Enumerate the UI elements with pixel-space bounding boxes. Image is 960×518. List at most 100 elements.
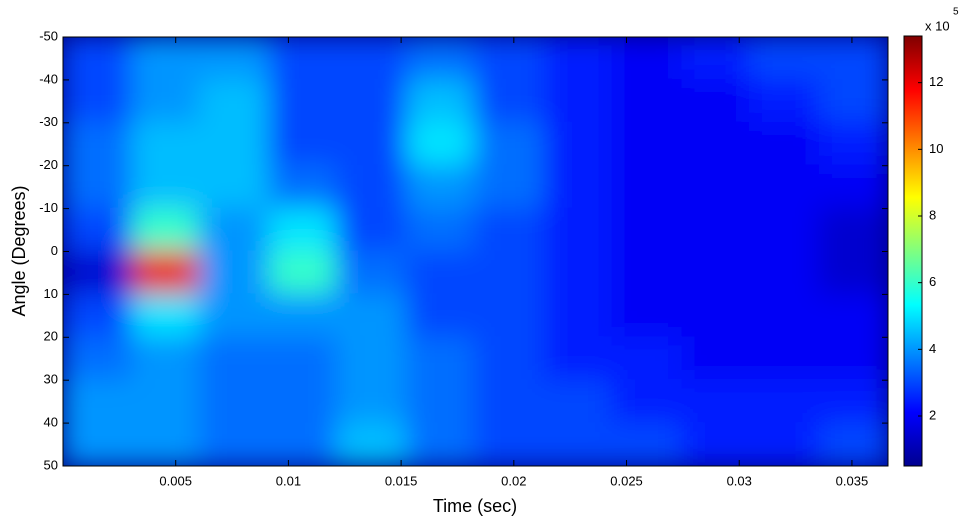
heatmap-cell (611, 422, 682, 467)
heatmap-cell (269, 293, 340, 338)
x-axis-label: Time (sec) (433, 496, 517, 516)
heatmap-cell (199, 293, 270, 338)
colorbar-tick-label: 4 (929, 341, 936, 356)
heatmap-cell (611, 122, 682, 167)
y-tick-label: 20 (44, 329, 58, 344)
heatmap-cell (611, 165, 682, 210)
heatmap-cell (199, 79, 270, 124)
heatmap-cell (819, 379, 890, 424)
heatmap-cell (269, 165, 340, 210)
heatmap-cell (819, 165, 890, 210)
heatmap-cell (681, 422, 752, 467)
heatmap-cell (749, 208, 820, 253)
heatmap-cell (336, 336, 407, 381)
heatmap-cell (199, 336, 270, 381)
heatmap-cell (819, 336, 890, 381)
heatmap-cell (819, 293, 890, 338)
heatmap-cell (61, 208, 132, 253)
heatmap-layer (61, 36, 889, 467)
heatmap-cell (269, 336, 340, 381)
heatmap-cell (681, 165, 752, 210)
heatmap-cell (61, 379, 132, 424)
heatmap-cell (61, 422, 132, 467)
heatmap-cell (406, 422, 477, 467)
heatmap-cell (131, 122, 202, 167)
colorbar-tick-label: 6 (929, 274, 936, 289)
y-tick-label: -50 (39, 28, 58, 43)
heatmap-cell (819, 208, 890, 253)
y-tick-label: 10 (44, 286, 58, 301)
x-tick-label: 0.025 (610, 473, 643, 488)
heatmap-cell (749, 336, 820, 381)
heatmap-cell (406, 36, 477, 81)
heatmap-cell (406, 79, 477, 124)
y-tick-label: -30 (39, 114, 58, 129)
heatmap-cell (681, 208, 752, 253)
heatmap-cell (681, 122, 752, 167)
heatmap-cell (336, 379, 407, 424)
heatmap-cell (819, 79, 890, 124)
heatmap-cell (611, 293, 682, 338)
heatmap-cell (406, 293, 477, 338)
heatmap-cell (681, 251, 752, 296)
heatmap-cell (131, 165, 202, 210)
y-tick-label: 50 (44, 457, 58, 472)
heatmap-cell (544, 122, 615, 167)
heatmap-cell (199, 422, 270, 467)
x-tick-label: 0.02 (501, 473, 526, 488)
colorbar-tick-label: 10 (929, 141, 943, 156)
heatmap-cell (269, 79, 340, 124)
heatmap-cell (336, 165, 407, 210)
heatmap-cell (336, 208, 407, 253)
heatmap-cell (406, 379, 477, 424)
y-tick-label: -40 (39, 71, 58, 86)
heatmap-cell (269, 251, 340, 296)
x-tick-label: 0.005 (159, 473, 192, 488)
heatmap-cell (61, 36, 132, 81)
heatmap-cell (406, 122, 477, 167)
heatmap-cell (336, 122, 407, 167)
heatmap-cell (544, 293, 615, 338)
heatmap-cell (681, 293, 752, 338)
heatmap-cell (544, 79, 615, 124)
heatmap-cell (61, 251, 132, 296)
heatmap-cell (681, 36, 752, 81)
heatmap-cell (611, 379, 682, 424)
y-tick-label: 30 (44, 372, 58, 387)
x-tick-label: 0.035 (836, 473, 869, 488)
heatmap-cell (336, 251, 407, 296)
heatmap-cell (336, 293, 407, 338)
heatmap-cell (61, 79, 132, 124)
heatmap-cell (61, 165, 132, 210)
heatmap-cell (474, 251, 545, 296)
heatmap-cell (336, 79, 407, 124)
y-tick-label: 0 (51, 243, 58, 258)
chart: Time (sec) Angle (Degrees) x 10 5 0.0050… (0, 0, 960, 518)
heatmap-cell (406, 208, 477, 253)
heatmap-cell (819, 422, 890, 467)
heatmap-cell (336, 36, 407, 81)
heatmap-cell (269, 379, 340, 424)
heatmap-cell (544, 336, 615, 381)
heatmap-cell (474, 36, 545, 81)
heatmap-cell (474, 293, 545, 338)
heatmap-cell (474, 208, 545, 253)
heatmap-cell (749, 165, 820, 210)
x-tick-label: 0.03 (727, 473, 752, 488)
heatmap-cell (131, 208, 202, 253)
heatmap-cell (474, 422, 545, 467)
heatmap-cell (819, 122, 890, 167)
y-tick-label: 40 (44, 415, 58, 430)
heatmap-cell (131, 379, 202, 424)
heatmap-cell (199, 165, 270, 210)
heatmap-cell (611, 336, 682, 381)
heatmap (61, 36, 889, 467)
heatmap-cell (61, 336, 132, 381)
colorbar-tick-label: 12 (929, 74, 943, 89)
heatmap-cell (681, 79, 752, 124)
y-tick-label: -20 (39, 157, 58, 172)
heatmap-cell (544, 422, 615, 467)
heatmap-cell (681, 379, 752, 424)
heatmap-cell (131, 422, 202, 467)
heatmap-cell (611, 251, 682, 296)
